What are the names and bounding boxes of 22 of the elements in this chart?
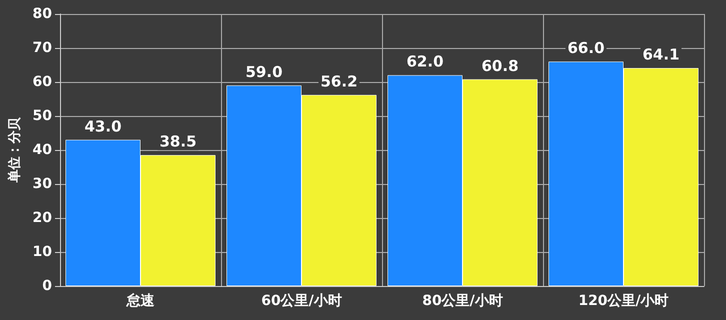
- data-label: 64.1: [642, 46, 680, 64]
- y-tick-label: 70: [32, 40, 52, 56]
- data-label: 38.5: [159, 132, 197, 151]
- y-tick-label: 80: [32, 6, 52, 22]
- y-axis-title: 单位：分贝: [6, 116, 23, 184]
- x-tick-label: 120公里/小时: [578, 293, 669, 309]
- data-label: 62.0: [406, 52, 444, 71]
- y-tick-label: 50: [32, 108, 52, 124]
- y-tick-label: 20: [32, 210, 52, 226]
- data-label: 56.2: [320, 72, 358, 90]
- y-tick-label: 10: [32, 244, 52, 260]
- y-tick-label: 40: [32, 142, 52, 158]
- data-label: 59.0: [245, 62, 283, 81]
- y-tick-label: 0: [42, 278, 52, 294]
- x-tick-label: 60公里/小时: [261, 293, 342, 309]
- y-tick-label: 60: [32, 74, 52, 90]
- data-label: 60.8: [481, 56, 519, 75]
- x-tick-label: 怠速: [126, 292, 156, 309]
- data-label: 43.0: [84, 117, 122, 136]
- data-label: 66.0: [567, 39, 605, 58]
- y-tick-label: 30: [32, 176, 52, 192]
- x-tick-label: 80公里/小时: [422, 293, 503, 309]
